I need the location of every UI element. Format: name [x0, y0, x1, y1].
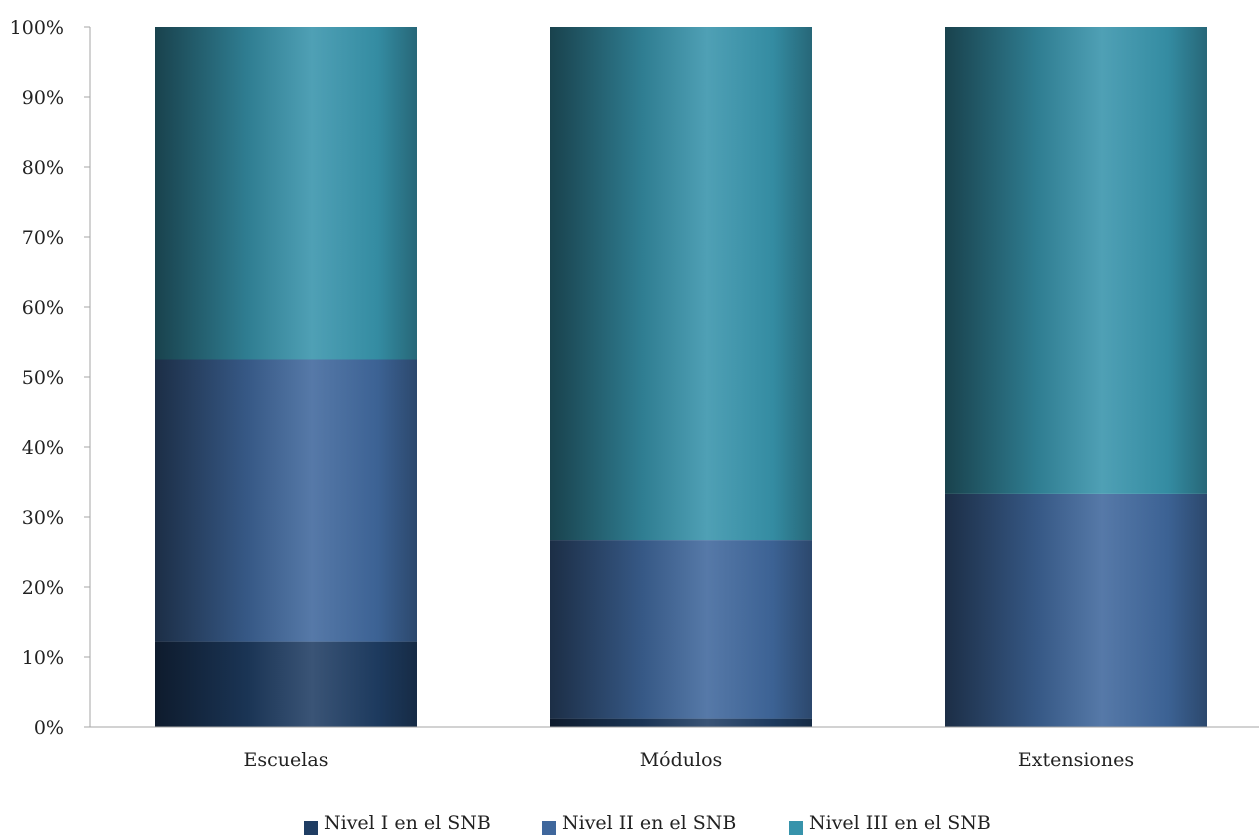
bar-modulos-nivel-iii-en-el-snb: [550, 27, 812, 541]
legend-item-nivel-iii-en-el-snb: Nivel III en el SNB: [789, 812, 991, 835]
legend-swatch: [304, 821, 318, 835]
x-axis: Escuelas Módulos Extensiones: [90, 726, 1259, 771]
bar-modulos-nivel-i-en-el-snb: [550, 718, 812, 727]
bar-escuelas-nivel-i-en-el-snb: [155, 641, 417, 727]
x-tick-label: Escuelas: [244, 749, 329, 771]
bar-extensiones-nivel-ii-en-el-snb: [945, 493, 1207, 727]
legend-swatch: [542, 821, 556, 835]
y-tick-label: 70%: [22, 227, 64, 249]
bar-extensiones-nivel-iii-en-el-snb: [945, 27, 1207, 494]
y-tick-label: 100%: [10, 17, 64, 39]
bar-escuelas-nivel-ii-en-el-snb: [155, 359, 417, 642]
legend-item-nivel-i-en-el-snb: Nivel I en el SNB: [304, 812, 491, 835]
legend-label: Nivel I en el SNB: [324, 812, 491, 834]
y-tick-label: 30%: [22, 507, 64, 529]
legend-label: Nivel III en el SNB: [809, 812, 991, 834]
y-tick-label: 20%: [22, 577, 64, 599]
y-tick-label: 0%: [34, 717, 64, 739]
y-tick-label: 90%: [22, 87, 64, 109]
y-tick-label: 60%: [22, 297, 64, 319]
y-tick-label: 50%: [22, 367, 64, 389]
legend: Nivel I en el SNB Nivel II en el SNB Nivel…: [304, 812, 991, 835]
bar-modulos-nivel-ii-en-el-snb: [550, 540, 812, 719]
bars: [155, 27, 1207, 727]
y-tick-label: 40%: [22, 437, 64, 459]
y-tick-label: 80%: [22, 157, 64, 179]
legend-item-nivel-ii-en-el-snb: Nivel II en el SNB: [542, 812, 736, 835]
legend-label: Nivel II en el SNB: [562, 812, 736, 834]
y-axis: 0% 10% 20% 30% 40% 50% 60% 70% 80% 90% 100%: [10, 17, 91, 739]
x-tick-label: Extensiones: [1018, 749, 1134, 771]
legend-swatch: [789, 821, 803, 835]
y-tick-label: 10%: [22, 647, 64, 669]
x-tick-label: Módulos: [640, 749, 723, 771]
bar-escuelas-nivel-iii-en-el-snb: [155, 27, 417, 360]
